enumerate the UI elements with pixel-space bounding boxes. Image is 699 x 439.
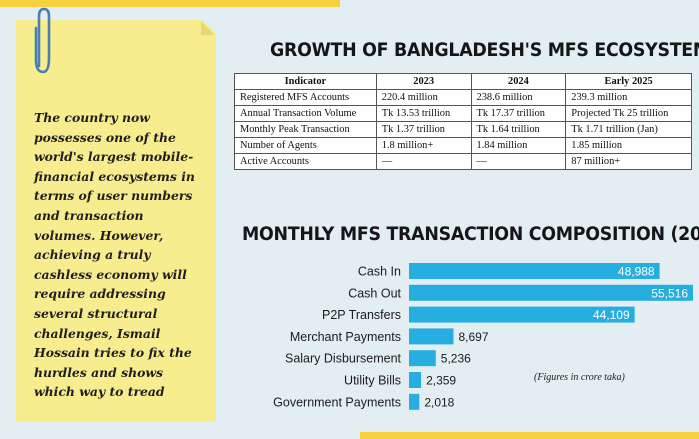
paperclip-icon: [34, 7, 51, 74]
chart-title: MONTHLY MFS TRANSACTION COMPOSITION (202…: [242, 224, 699, 245]
table-header-row: Indicator 2023 2024 Early 2025: [234, 73, 692, 90]
value-label: 2,359: [426, 374, 456, 388]
table-cell: Number of Agents: [234, 137, 377, 154]
header-2024: 2024: [470, 73, 567, 90]
value-label: 5,236: [441, 352, 471, 366]
value-label: 55,516: [651, 286, 688, 300]
table-cell: Monthly Peak Transaction: [234, 121, 377, 138]
bar: [409, 284, 693, 301]
table-cell: 1.85 million: [565, 137, 692, 154]
category-label: Merchant Payments: [290, 330, 401, 344]
category-label: Government Payments: [273, 395, 401, 409]
category-label: P2P Transfers: [322, 308, 401, 322]
table-cell: Tk 1.71 trillion (Jan): [565, 121, 692, 138]
table-cell: Tk 1.37 trillion: [375, 121, 472, 138]
bar: [409, 306, 635, 323]
value-label: 44,109: [593, 308, 630, 322]
table-cell: 1.8 million+: [375, 137, 472, 154]
sticky-note: [16, 20, 216, 422]
table-row: Monthly Peak Transaction Tk 1.37 trillio…: [234, 121, 692, 138]
header-2023: 2023: [375, 73, 472, 90]
top-accent-bar: [0, 0, 340, 7]
intro-text: The country now possesses one of the wor…: [34, 110, 195, 400]
bar: [409, 328, 454, 345]
bar: [409, 350, 436, 367]
table-cell: Tk 13.53 trillion: [375, 105, 472, 122]
table-row: Active Accounts — — 87 million+: [234, 153, 692, 170]
table-row: Annual Transaction Volume Tk 13.53 trill…: [234, 105, 692, 122]
table-cell: Registered MFS Accounts: [234, 89, 377, 106]
table-cell: Tk 1.64 trillion: [470, 121, 567, 138]
table-cell: Active Accounts: [234, 153, 377, 170]
table-cell: —: [470, 153, 567, 170]
table-cell: 87 million+: [565, 153, 692, 170]
table-cell: 220.4 million: [375, 89, 472, 106]
header-early-2025: Early 2025: [565, 73, 692, 90]
table-cell: —: [375, 153, 472, 170]
table-row: Number of Agents 1.8 million+ 1.84 milli…: [234, 137, 692, 154]
value-label: 8,697: [458, 330, 488, 344]
table-cell: 1.84 million: [470, 137, 567, 154]
table-cell: 238.6 million: [470, 89, 567, 106]
sticky-note-fold: [201, 21, 215, 35]
chart-unit-note: (Figures in crore taka): [534, 372, 625, 383]
table-cell: Projected Tk 25 trillion: [565, 105, 692, 122]
header-indicator: Indicator: [234, 73, 377, 90]
category-label: Cash In: [358, 265, 401, 279]
table-title: GROWTH OF BANGLADESH'S MFS ECOSYSTEM: [270, 40, 699, 61]
table-cell: 239.3 million: [565, 89, 692, 106]
mfs-growth-table: Indicator 2023 2024 Early 2025 Registere…: [234, 73, 692, 170]
table-row: Registered MFS Accounts 220.4 million 23…: [234, 89, 692, 106]
transaction-composition-chart: Cash In 48,988 Cash Out 55,516 P2P Transfers…: [273, 263, 693, 410]
bottom-accent-bar: [360, 432, 699, 439]
value-label: 48,988: [618, 265, 655, 279]
category-label: Cash Out: [348, 286, 401, 300]
bar: [409, 393, 420, 410]
bar: [409, 372, 422, 388]
table-cell: Tk 17.37 trillion: [470, 105, 567, 122]
bar: [409, 263, 660, 279]
table-cell: Annual Transaction Volume: [234, 105, 377, 122]
category-label: Salary Disbursement: [285, 352, 402, 366]
value-label: 2,018: [424, 395, 454, 409]
category-label: Utility Bills: [344, 374, 401, 388]
